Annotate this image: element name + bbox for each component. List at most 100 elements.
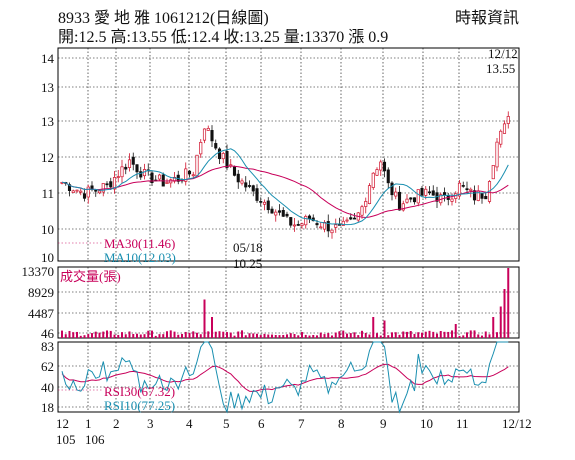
x-year-label: 106 bbox=[85, 432, 105, 447]
candle-body bbox=[195, 154, 199, 177]
volume-bar bbox=[98, 332, 101, 338]
candle-body bbox=[450, 198, 454, 202]
volume-bar bbox=[139, 334, 142, 338]
candle-body bbox=[506, 116, 510, 124]
candle-body bbox=[240, 180, 244, 184]
volume-tick-label: 8929 bbox=[28, 285, 54, 300]
price-panel bbox=[57, 47, 520, 262]
candle-body bbox=[71, 190, 75, 193]
price-tick-label: 14 bbox=[41, 51, 55, 66]
rsi-tick-label: 40 bbox=[41, 380, 54, 395]
candle-body bbox=[502, 123, 507, 134]
ma30-legend: MA30(11.46) bbox=[104, 236, 175, 251]
candle-body bbox=[364, 201, 368, 207]
x-month-label: 11 bbox=[456, 416, 469, 431]
volume-bar bbox=[432, 331, 435, 338]
volume-bar bbox=[94, 331, 97, 338]
volume-bar bbox=[503, 289, 506, 338]
volume-bar bbox=[244, 335, 247, 338]
volume-bar bbox=[334, 332, 337, 338]
volume-bar bbox=[346, 333, 348, 338]
candle-body bbox=[296, 224, 300, 226]
volume-bar bbox=[496, 332, 498, 338]
candle-body bbox=[259, 201, 263, 203]
candle-body bbox=[281, 210, 285, 217]
rsi10-line bbox=[61, 341, 509, 414]
candle-body bbox=[150, 172, 154, 184]
volume-bar bbox=[158, 334, 161, 338]
candle-body bbox=[300, 223, 304, 227]
volume-bar bbox=[499, 306, 502, 338]
volume-bar bbox=[304, 334, 307, 338]
volume-bar bbox=[319, 332, 322, 338]
candle-body bbox=[191, 174, 195, 177]
candle-body bbox=[304, 215, 308, 226]
volume-bar bbox=[289, 333, 292, 338]
candle-body bbox=[390, 182, 394, 196]
price-tick-label: 13 bbox=[41, 114, 54, 129]
volume-bar bbox=[387, 335, 390, 338]
volume-bar bbox=[188, 332, 191, 338]
volume-bar bbox=[368, 334, 371, 338]
volume-bar bbox=[226, 332, 228, 338]
volume-bar bbox=[151, 330, 153, 338]
candle-body bbox=[491, 165, 495, 180]
price-tick-label: 10 bbox=[41, 222, 54, 237]
candle-body bbox=[67, 184, 72, 191]
volume-bar bbox=[349, 333, 352, 338]
rsi10-legend: RSI10(77.25) bbox=[104, 398, 175, 413]
candle-body bbox=[375, 169, 379, 176]
candle-body bbox=[457, 182, 462, 197]
volume-bar bbox=[211, 317, 213, 338]
volume-bar bbox=[259, 335, 262, 338]
candle-body bbox=[244, 182, 248, 188]
volume-bar bbox=[121, 332, 123, 338]
candle-body bbox=[285, 213, 289, 217]
candle-body bbox=[382, 161, 387, 172]
candle-body bbox=[326, 221, 330, 232]
volume-bar bbox=[203, 299, 206, 338]
volume-bar bbox=[488, 334, 491, 338]
volume-bar bbox=[466, 332, 468, 338]
volume-bar bbox=[166, 331, 168, 338]
volume-tick-label: 4487 bbox=[28, 306, 55, 321]
candle-body bbox=[427, 191, 432, 194]
candle-body bbox=[109, 181, 113, 188]
volume-bar bbox=[364, 332, 367, 338]
candle-body bbox=[217, 148, 222, 160]
volume-bar bbox=[237, 331, 240, 338]
volume-bar bbox=[79, 335, 82, 338]
candle-body bbox=[292, 224, 297, 227]
volume-bar bbox=[72, 332, 75, 338]
volume-bar bbox=[372, 317, 375, 338]
volume-bar bbox=[136, 333, 138, 338]
volume-bar bbox=[297, 335, 300, 338]
volume-bar bbox=[248, 333, 251, 338]
rsi30-legend: RSI30(67.32) bbox=[104, 384, 175, 399]
volume-bar bbox=[68, 330, 71, 338]
volume-bar bbox=[286, 334, 288, 338]
volume-bar bbox=[173, 331, 176, 338]
candle-body bbox=[270, 208, 274, 214]
candle-body bbox=[112, 177, 117, 190]
volume-bar bbox=[469, 330, 472, 338]
volume-bar bbox=[394, 332, 397, 338]
candle-body bbox=[97, 190, 102, 194]
volume-bar bbox=[462, 335, 465, 338]
volume-bar bbox=[222, 331, 225, 338]
candle-body bbox=[86, 186, 90, 198]
volume-bar bbox=[402, 331, 405, 338]
volume-bar bbox=[391, 332, 393, 338]
candle-body bbox=[120, 166, 124, 178]
volume-bar bbox=[233, 335, 236, 338]
volume-bar bbox=[331, 335, 333, 338]
volume-bar bbox=[132, 333, 135, 338]
price-tick-label: 11 bbox=[41, 186, 54, 201]
volume-bar bbox=[87, 334, 90, 338]
volume-bar bbox=[109, 330, 112, 338]
volume-bar bbox=[383, 320, 386, 338]
volume-bar bbox=[293, 333, 296, 338]
candle-body bbox=[386, 169, 390, 184]
high-value-label: 13.55 bbox=[486, 61, 515, 76]
candle-body bbox=[202, 128, 207, 141]
